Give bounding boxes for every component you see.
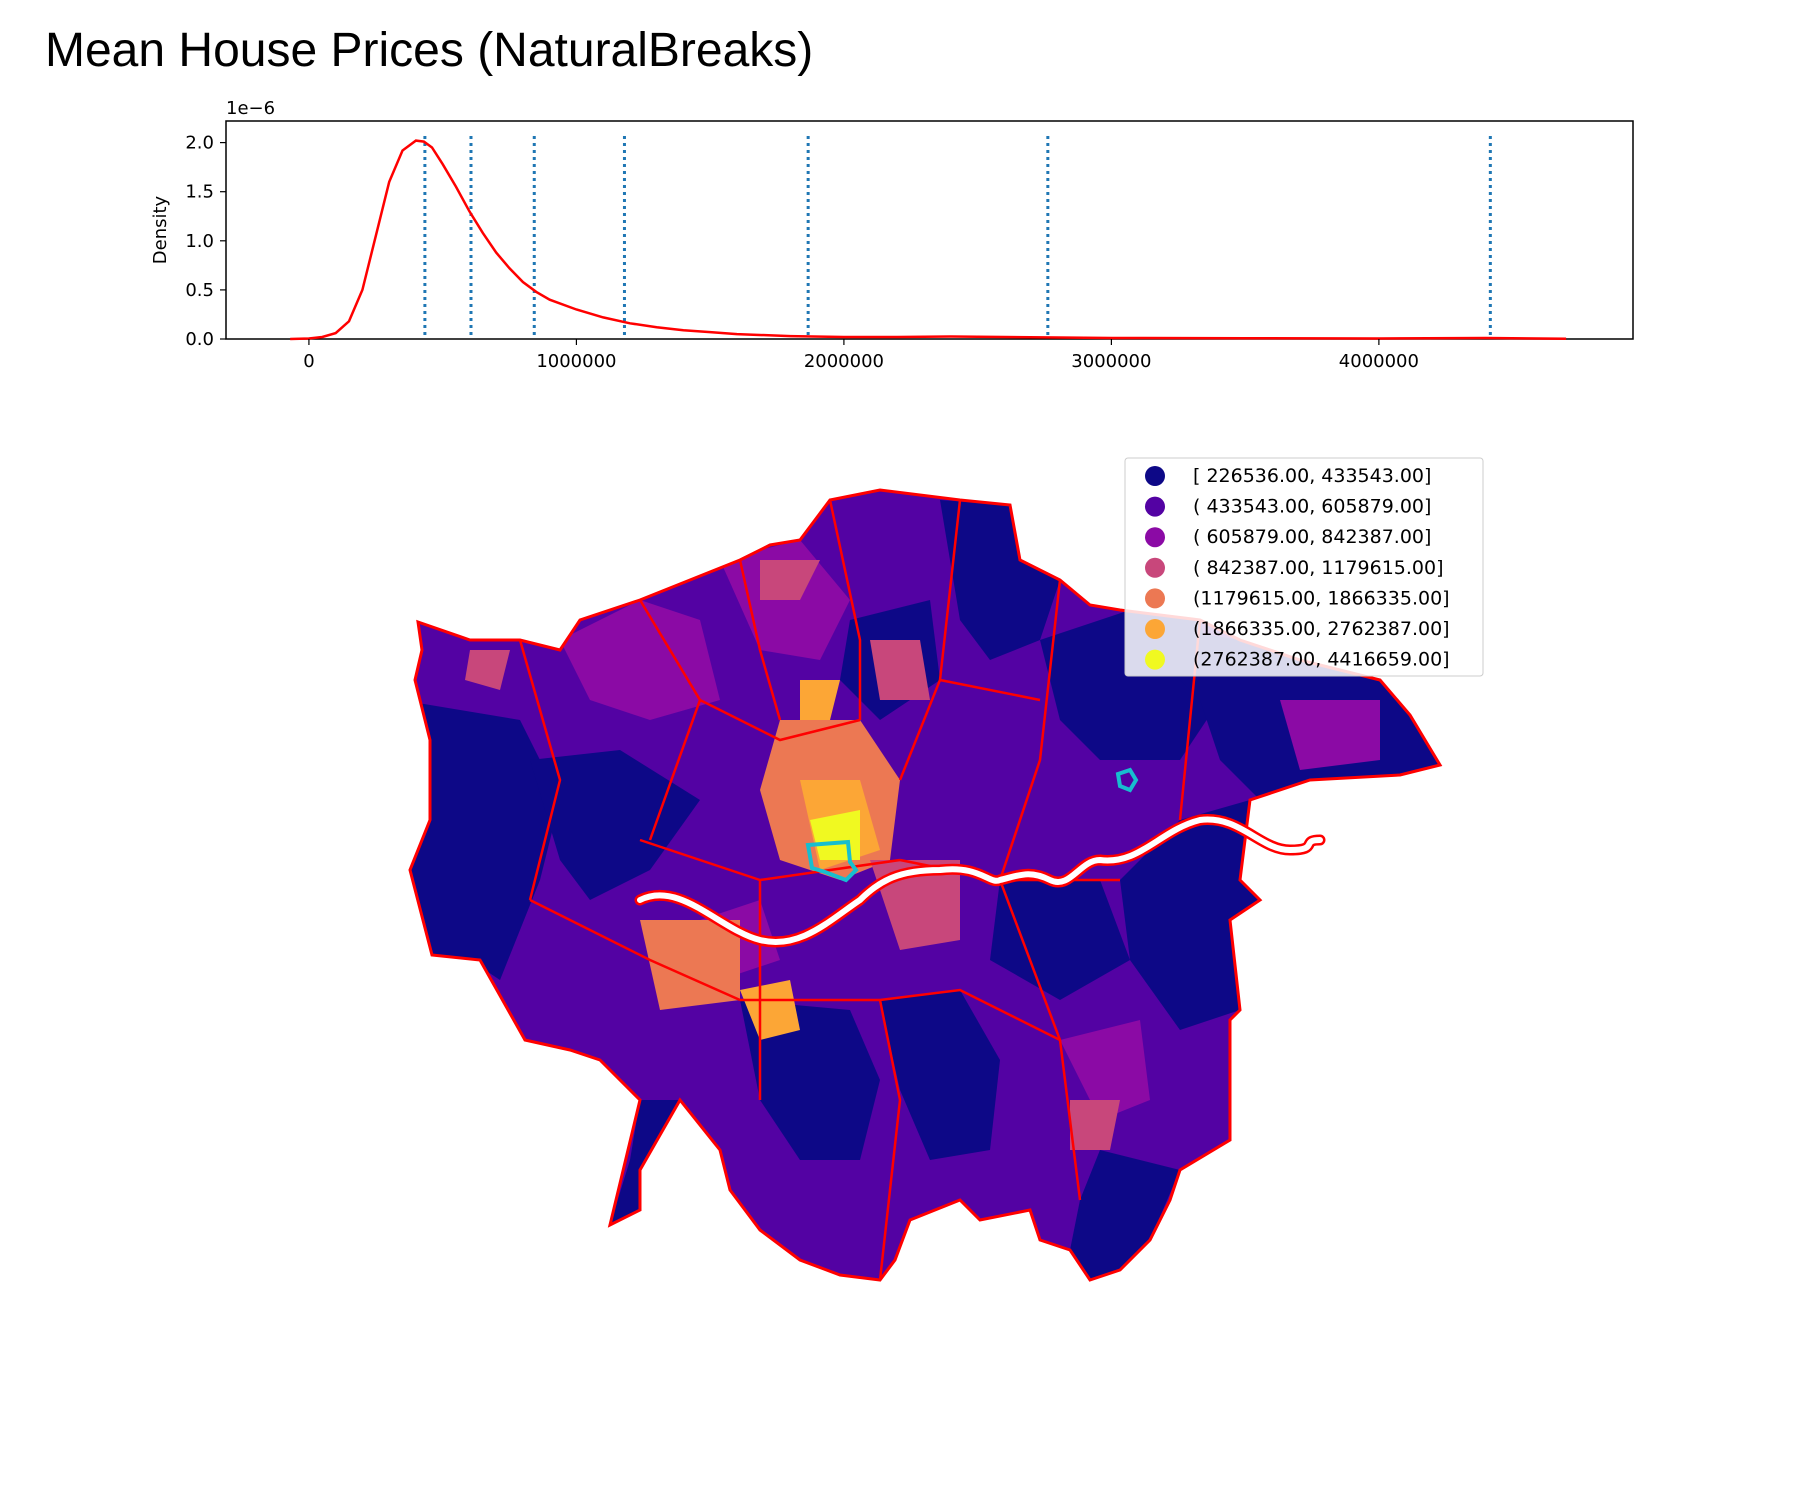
y-axis-ticks: 0.0 0.5 1.0 1.5 2.0 [185, 133, 226, 350]
map-region-west [410, 700, 560, 980]
map-region-bromley-mid [1060, 1020, 1150, 1120]
legend-swatch-3 [1145, 557, 1165, 578]
y-tick-label: 1.5 [185, 182, 214, 203]
highlighted-area-central [805, 839, 859, 883]
map-region-totteridge [760, 560, 820, 600]
legend-swatch-2 [1145, 527, 1165, 548]
map-region-greenwich [990, 880, 1130, 1000]
map-region-kingston [740, 1000, 880, 1160]
legend-swatch-0 [1145, 466, 1165, 486]
legend-swatch-1 [1145, 496, 1165, 517]
map-legend: [ 226536.00, 433543.00] ( 433543.00, 6058… [1124, 457, 1484, 677]
map-region-harrow [560, 600, 720, 720]
legend-label-0: [ 226536.00, 433543.00] [1193, 465, 1431, 487]
legend-label-3: ( 842387.00, 1179615.00] [1193, 557, 1444, 579]
x-tick-label: 0 [303, 351, 314, 372]
map-region-hampstead [800, 680, 840, 720]
legend-swatch-6 [1145, 649, 1165, 670]
x-tick-label: 3000000 [1071, 351, 1151, 372]
legend-label-1: ( 433543.00, 605879.00] [1193, 496, 1431, 518]
map-region-croydon-north [880, 990, 1000, 1160]
legend-label-4: (1179615.00, 1866335.00] [1193, 587, 1450, 609]
y-axis-label: Density [150, 195, 171, 264]
plot-frame [225, 120, 1634, 340]
y-offset-label: 1e−6 [226, 98, 275, 119]
legend-label-2: ( 605879.00, 842387.00] [1193, 526, 1431, 548]
x-axis-ticks: 0 1000000 2000000 3000000 4000000 [303, 339, 1419, 372]
map-region-enfield [940, 500, 1060, 660]
break-lines [423, 136, 1492, 339]
map-region-chislehurst [1070, 1100, 1120, 1150]
legend-label-6: (2762387.00, 4416659.00] [1193, 649, 1450, 671]
london-outline [408, 488, 1443, 1282]
x-tick-label: 2000000 [804, 351, 884, 372]
y-tick-label: 0.0 [185, 329, 214, 350]
highlighted-area-east [1115, 767, 1139, 793]
y-tick-label: 1.0 [185, 231, 214, 252]
x-tick-label: 4000000 [1339, 351, 1419, 372]
map-region-bromley-south [1070, 1150, 1180, 1280]
legend-items: [ 226536.00, 433543.00] ( 433543.00, 6058… [1145, 465, 1450, 671]
map-region-richmond [640, 920, 740, 1010]
legend-label-5: (1866335.00, 2762387.00] [1193, 618, 1450, 640]
y-tick-label: 0.5 [185, 280, 214, 301]
density-plot: 0 1000000 2000000 3000000 4000000 0.0 0.5 1.0 1… [150, 98, 1634, 372]
map-region-wimbledon [740, 980, 800, 1040]
map-region-ruislip [465, 650, 510, 690]
x-tick-label: 1000000 [536, 351, 616, 372]
thames-river [637, 816, 1323, 945]
map-region-muswell [870, 640, 930, 700]
legend-swatch-5 [1145, 619, 1165, 639]
map-region-hillingdon-east [530, 750, 700, 900]
figure-title: Mean House Prices (NaturalBreaks) [45, 24, 813, 77]
legend-frame [1124, 457, 1484, 677]
legend-swatch-4 [1145, 588, 1165, 609]
map-region-upminster [1280, 700, 1380, 770]
y-tick-label: 2.0 [185, 133, 214, 154]
kde-line [290, 139, 1567, 341]
